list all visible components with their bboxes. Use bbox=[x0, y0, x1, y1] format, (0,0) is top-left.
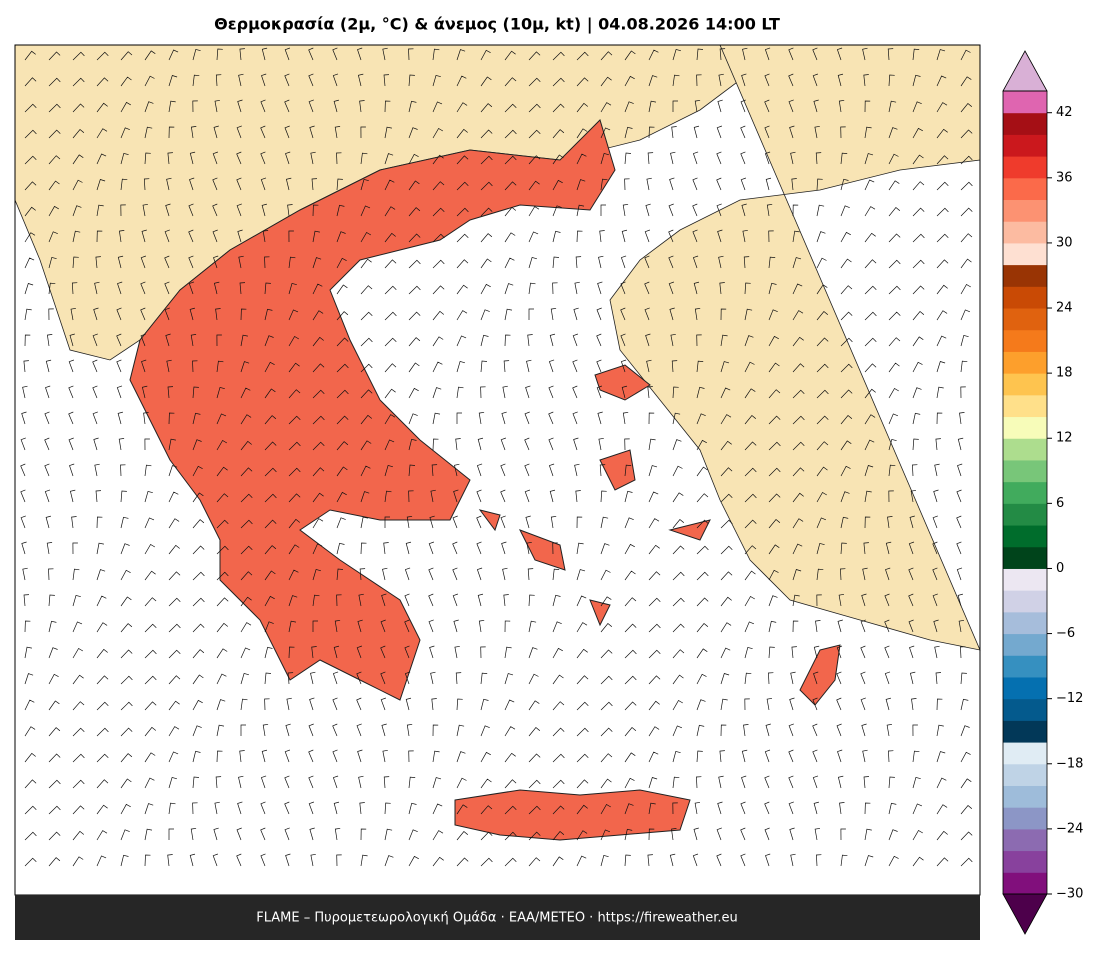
footer-bar bbox=[15, 895, 980, 940]
color-band bbox=[1003, 134, 1047, 157]
crete bbox=[454, 789, 691, 841]
color-band bbox=[1003, 763, 1047, 786]
color-band bbox=[1003, 373, 1047, 396]
tick-label: 36 bbox=[1056, 170, 1073, 185]
color-band bbox=[1003, 807, 1047, 830]
tick-label: 6 bbox=[1056, 496, 1064, 511]
color-band bbox=[1003, 242, 1047, 266]
wind-barbs bbox=[20, 47, 973, 867]
color-band bbox=[1003, 286, 1047, 309]
barb-lines bbox=[20, 47, 973, 867]
color-band bbox=[1003, 742, 1047, 765]
color-band bbox=[1003, 503, 1047, 526]
color-band bbox=[1003, 676, 1047, 700]
color-band bbox=[1003, 112, 1047, 135]
tick-label: 18 bbox=[1056, 366, 1073, 381]
tick-label: −12 bbox=[1056, 691, 1083, 706]
color-band bbox=[1003, 525, 1047, 548]
color-band bbox=[1003, 828, 1047, 852]
color-band bbox=[1003, 633, 1047, 656]
color-band bbox=[1003, 91, 1047, 114]
color-band bbox=[1003, 199, 1047, 222]
extend-high bbox=[1002, 50, 1048, 92]
tick-label: 0 bbox=[1056, 561, 1064, 576]
lesvos bbox=[594, 364, 651, 401]
color-band bbox=[1003, 438, 1047, 461]
color-band bbox=[1003, 308, 1047, 331]
color-band bbox=[1003, 785, 1047, 808]
color-band bbox=[1003, 416, 1047, 439]
color-band bbox=[1003, 351, 1047, 374]
tick-label: 42 bbox=[1056, 105, 1073, 120]
color-band bbox=[1003, 481, 1047, 504]
islands bbox=[478, 449, 711, 627]
color-band bbox=[1003, 177, 1047, 201]
color-band bbox=[1003, 590, 1047, 613]
map bbox=[14, 44, 981, 896]
color-band bbox=[1003, 546, 1047, 569]
color-band bbox=[1003, 264, 1047, 287]
color-band bbox=[1003, 720, 1047, 743]
title: Θερμοκρασία (2μ, °C) & άνεμος (10μ, kt) … bbox=[214, 15, 780, 35]
color-band bbox=[1003, 698, 1047, 721]
tick-label: 12 bbox=[1056, 431, 1073, 446]
color-band bbox=[1003, 394, 1047, 418]
land-east bbox=[609, 44, 981, 651]
color-band bbox=[1003, 850, 1047, 873]
colorbar-frame bbox=[1002, 90, 1048, 895]
color-band bbox=[1003, 655, 1047, 678]
tick-label: −6 bbox=[1056, 626, 1075, 641]
rhodes bbox=[799, 644, 841, 706]
color-band bbox=[1003, 156, 1047, 179]
color-band bbox=[1003, 872, 1047, 895]
extend-low bbox=[1002, 893, 1048, 935]
tick-label: −30 bbox=[1056, 887, 1083, 902]
color-band bbox=[1003, 329, 1047, 352]
colorbar: −30 −24 −18 −12 −6 0 6 12 18 24 30 36 42 bbox=[1002, 50, 1083, 935]
tick-label: −18 bbox=[1056, 756, 1083, 771]
color-band bbox=[1003, 568, 1047, 591]
footer-text: FLAME – Πυρομετεωρολογική Ομάδα · ΕΑΑ/ME… bbox=[256, 911, 738, 926]
tick-label: 24 bbox=[1056, 301, 1073, 316]
tick-label: 30 bbox=[1056, 235, 1073, 250]
color-band bbox=[1003, 221, 1047, 244]
greece-mainland bbox=[129, 119, 616, 701]
color-band bbox=[1003, 611, 1047, 635]
tick-label: −24 bbox=[1056, 821, 1083, 836]
color-band bbox=[1003, 459, 1047, 483]
